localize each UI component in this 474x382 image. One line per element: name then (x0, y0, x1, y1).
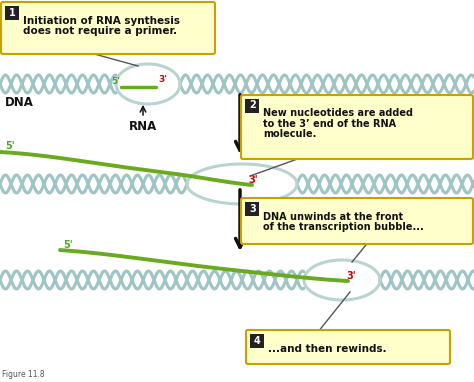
FancyBboxPatch shape (246, 99, 259, 113)
Text: molecule.: molecule. (263, 129, 316, 139)
Text: 4: 4 (254, 335, 261, 345)
Text: does not require a primer.: does not require a primer. (23, 26, 177, 36)
Text: 3: 3 (249, 204, 256, 214)
Text: Initiation of RNA synthesis: Initiation of RNA synthesis (23, 16, 180, 26)
Text: of the transcription bubble...: of the transcription bubble... (263, 222, 424, 231)
Text: 5': 5' (5, 141, 15, 151)
Text: New nucleotides are added: New nucleotides are added (263, 108, 413, 118)
FancyBboxPatch shape (241, 198, 473, 244)
FancyBboxPatch shape (246, 201, 259, 215)
Text: 3': 3' (346, 271, 356, 281)
Text: 3': 3' (158, 76, 167, 84)
Text: RNA: RNA (129, 120, 157, 133)
Text: DNA: DNA (5, 96, 34, 108)
Text: 5': 5' (63, 240, 73, 250)
Text: 2: 2 (249, 100, 256, 110)
FancyBboxPatch shape (250, 333, 264, 348)
Text: 5': 5' (111, 76, 120, 86)
Text: 1: 1 (9, 8, 16, 18)
FancyBboxPatch shape (246, 330, 450, 364)
FancyBboxPatch shape (6, 5, 19, 19)
Text: ...and then rewinds.: ...and then rewinds. (268, 343, 387, 353)
Text: 3': 3' (248, 175, 258, 185)
FancyBboxPatch shape (1, 2, 215, 54)
Text: Figure 11.8: Figure 11.8 (2, 370, 45, 379)
FancyBboxPatch shape (241, 95, 473, 159)
Text: DNA unwinds at the front: DNA unwinds at the front (263, 212, 403, 222)
Text: to the 3’ end of the RNA: to the 3’ end of the RNA (263, 119, 396, 129)
